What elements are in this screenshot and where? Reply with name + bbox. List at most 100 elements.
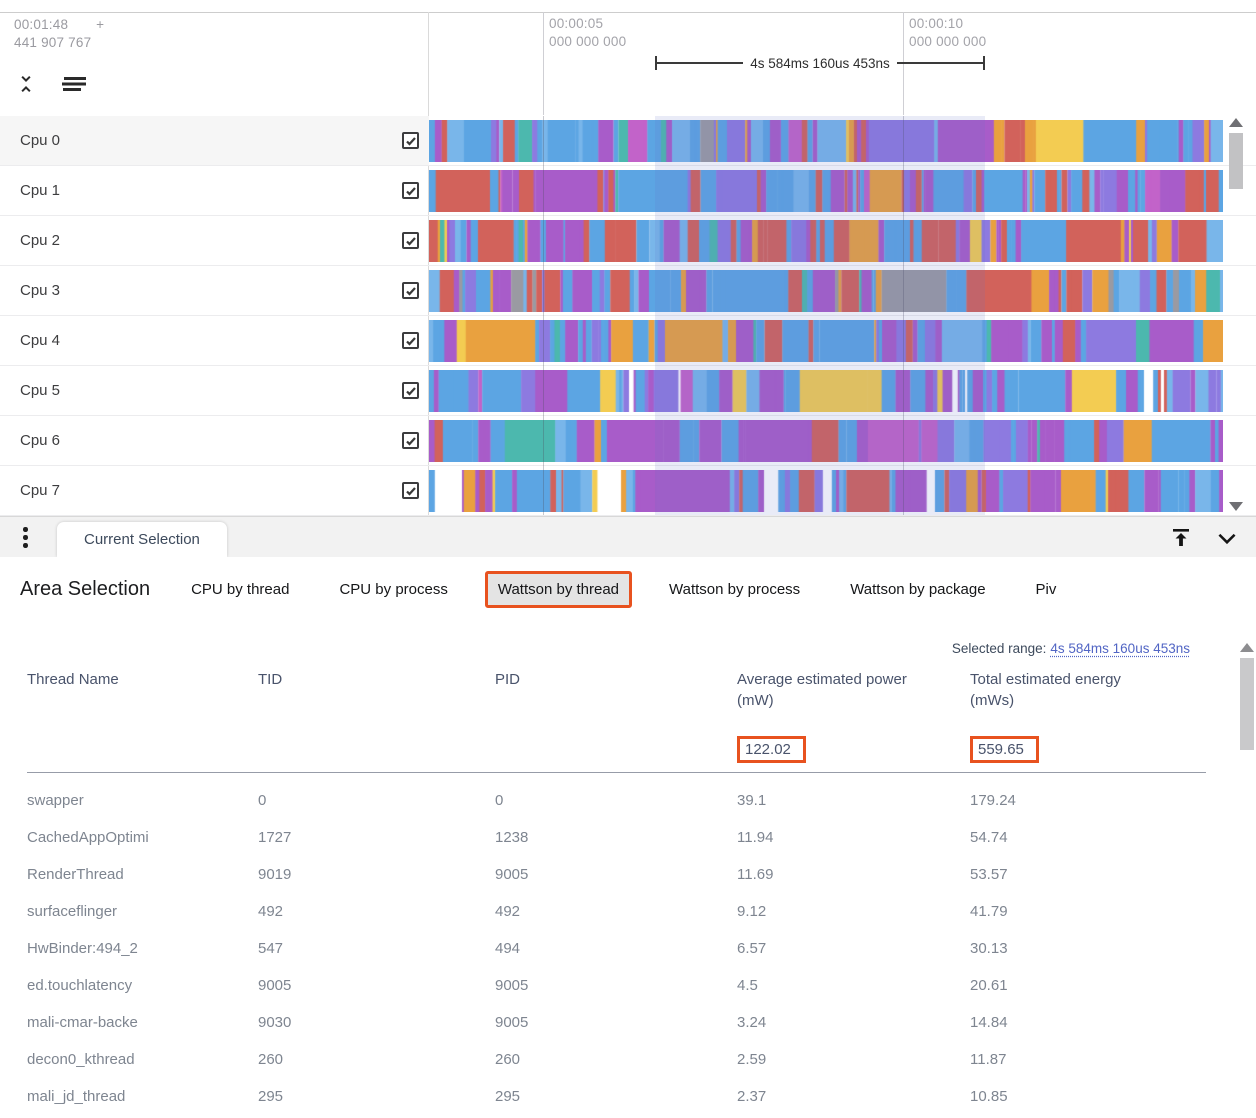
track-checkbox[interactable] [402, 232, 419, 249]
tab-wattson-by-thread[interactable]: Wattson by thread [484, 571, 633, 608]
table-cell: 9019 [258, 866, 292, 883]
scroll-up-arrow-icon[interactable] [1240, 643, 1254, 652]
collapse-panel-chevron-icon[interactable] [1214, 525, 1240, 551]
table-row[interactable]: RenderThread 9019 9005 11.69 53.57 [0, 856, 1256, 893]
cpu-slice-track[interactable] [429, 270, 1223, 312]
table-row[interactable]: mali-cmar-backe 9030 9005 3.24 14.84 [0, 1004, 1256, 1041]
expand-panel-to-top-icon[interactable] [1168, 525, 1194, 551]
cpu-slice-track[interactable] [429, 120, 1223, 162]
details-panel-header: Current Selection [0, 516, 1256, 557]
track-checkbox[interactable] [402, 382, 419, 399]
tab-wattson-by-package[interactable]: Wattson by package [850, 581, 986, 598]
table-scrollbar[interactable] [1239, 643, 1255, 1113]
area-selection-title: Area Selection [20, 578, 151, 600]
track-checkbox[interactable] [402, 132, 419, 149]
timeline-top-border [0, 12, 1256, 13]
track-label-cell[interactable]: Cpu 5 [0, 366, 429, 415]
tab-wattson-by-process[interactable]: Wattson by process [669, 581, 801, 598]
table-cell: mali-cmar-backe [27, 1014, 138, 1031]
table-cell: 9005 [495, 1014, 529, 1031]
scrollbar-thumb[interactable] [1240, 658, 1254, 750]
cpu-slice-track[interactable] [429, 370, 1223, 412]
table-cell: HwBinder:494_2 [27, 940, 138, 957]
selected-range-value-link[interactable]: 4s 584ms 160us 453ns [1050, 641, 1190, 656]
cpu-slice-track[interactable] [429, 470, 1223, 512]
track-name: Cpu 7 [20, 482, 61, 499]
track-checkbox[interactable] [402, 482, 419, 499]
cpu-track-row: Cpu 7 [0, 466, 1256, 516]
track-label-cell[interactable]: Cpu 7 [0, 466, 429, 515]
table-cell: 492 [258, 903, 284, 920]
column-header-thread-name: Thread Name [27, 671, 119, 688]
table-row[interactable]: CachedAppOptimi 1727 1238 11.94 54.74 [0, 819, 1256, 856]
table-cell: 30.13 [970, 940, 1008, 957]
column-header-tid: TID [258, 671, 283, 688]
track-label-cell[interactable]: Cpu 4 [0, 316, 429, 365]
scroll-up-arrow-icon[interactable] [1229, 118, 1243, 127]
track-label-cell[interactable]: Cpu 2 [0, 216, 429, 265]
selected-range-label: Selected range: [951, 641, 1047, 656]
table-header-row: Thread Name TID PID Average estimated po… [0, 661, 1256, 711]
cpu-track-row: Cpu 1 [0, 166, 1256, 216]
summary-divider [27, 772, 1206, 773]
timeline-pane: 00:01:48 + 441 907 767 00:00:05 000 000 00… [0, 0, 1256, 516]
selected-range-line: Selected range: 4s 584ms 160us 453ns [952, 641, 1190, 656]
table-cell: 41.79 [970, 903, 1008, 920]
tab-cpu-by-process[interactable]: CPU by process [339, 581, 448, 598]
cpu-track-row: Cpu 6 [0, 416, 1256, 466]
cpu-slice-track[interactable] [429, 420, 1223, 462]
track-name: Cpu 3 [20, 282, 61, 299]
ruler-left-tick [655, 56, 657, 70]
track-checkbox[interactable] [402, 432, 419, 449]
track-name: Cpu 1 [20, 182, 61, 199]
table-cell: 10.85 [970, 1088, 1008, 1105]
track-label-cell[interactable]: Cpu 0 [0, 116, 429, 165]
summary-avg-power-value: 122.02 [737, 736, 806, 763]
table-row[interactable]: ed.touchlatency 9005 9005 4.5 20.61 [0, 967, 1256, 1004]
table-cell: 295 [258, 1088, 284, 1105]
table-cell: CachedAppOptimi [27, 829, 149, 846]
ruler-right-tick [983, 56, 986, 70]
track-label-cell[interactable]: Cpu 6 [0, 416, 429, 465]
cpu-slice-track[interactable] [429, 220, 1223, 262]
table-row[interactable]: surfaceflinger 492 492 9.12 41.79 [0, 893, 1256, 930]
table-cell: 54.74 [970, 829, 1008, 846]
table-cell: 1727 [258, 829, 292, 846]
table-cell: 14.84 [970, 1014, 1008, 1031]
tab-cpu-by-thread[interactable]: CPU by thread [191, 581, 290, 598]
table-cell: 9005 [258, 977, 292, 994]
track-name: Cpu 6 [20, 432, 61, 449]
track-label-cell[interactable]: Cpu 3 [0, 266, 429, 315]
cpu-track-row: Cpu 2 [0, 216, 1256, 266]
area-selection-tabs: Area Selection CPU by thread CPU by proce… [20, 571, 1256, 608]
column-header-avg-power: Average estimated power (mW) [737, 671, 907, 709]
table-cell: 2.37 [737, 1088, 767, 1105]
track-checkbox[interactable] [402, 282, 419, 299]
table-row[interactable]: mali_jd_thread 295 295 2.37 10.85 [0, 1078, 1256, 1115]
cpu-slice-track[interactable] [429, 320, 1223, 362]
track-filter-icon[interactable] [60, 70, 88, 98]
table-row[interactable]: HwBinder:494_2 547 494 6.57 30.13 [0, 930, 1256, 967]
time-tick-label: 00:00:10 000 000 000 [909, 16, 987, 49]
track-checkbox[interactable] [402, 182, 419, 199]
column-header-total-energy: Total estimated energy (mWs) [970, 671, 1121, 709]
track-checkbox[interactable] [402, 332, 419, 349]
collapse-all-tracks-icon[interactable] [12, 70, 40, 98]
table-cell: 39.1 [737, 792, 767, 809]
track-name-divider [428, 12, 429, 516]
panel-menu-kebab-icon[interactable] [23, 527, 28, 551]
table-cell: 295 [495, 1088, 521, 1105]
table-body: swapper 0 0 39.1 179.24 CachedAppOptimi 1727 12… [0, 782, 1256, 1115]
scroll-down-arrow-icon[interactable] [1229, 502, 1243, 511]
track-label-cell[interactable]: Cpu 1 [0, 166, 429, 215]
tab-current-selection[interactable]: Current Selection [57, 522, 227, 557]
table-row[interactable]: decon0_kthread 260 260 2.59 11.87 [0, 1041, 1256, 1078]
tracks-scrollbar[interactable] [1228, 118, 1244, 513]
time-gridline [543, 12, 544, 115]
scrollbar-thumb[interactable] [1229, 133, 1243, 189]
table-cell: 4.5 [737, 977, 758, 994]
table-row[interactable]: swapper 0 0 39.1 179.24 [0, 782, 1256, 819]
table-cell: mali_jd_thread [27, 1088, 126, 1105]
tab-piv[interactable]: Piv [1035, 581, 1057, 598]
cpu-slice-track[interactable] [429, 170, 1223, 212]
